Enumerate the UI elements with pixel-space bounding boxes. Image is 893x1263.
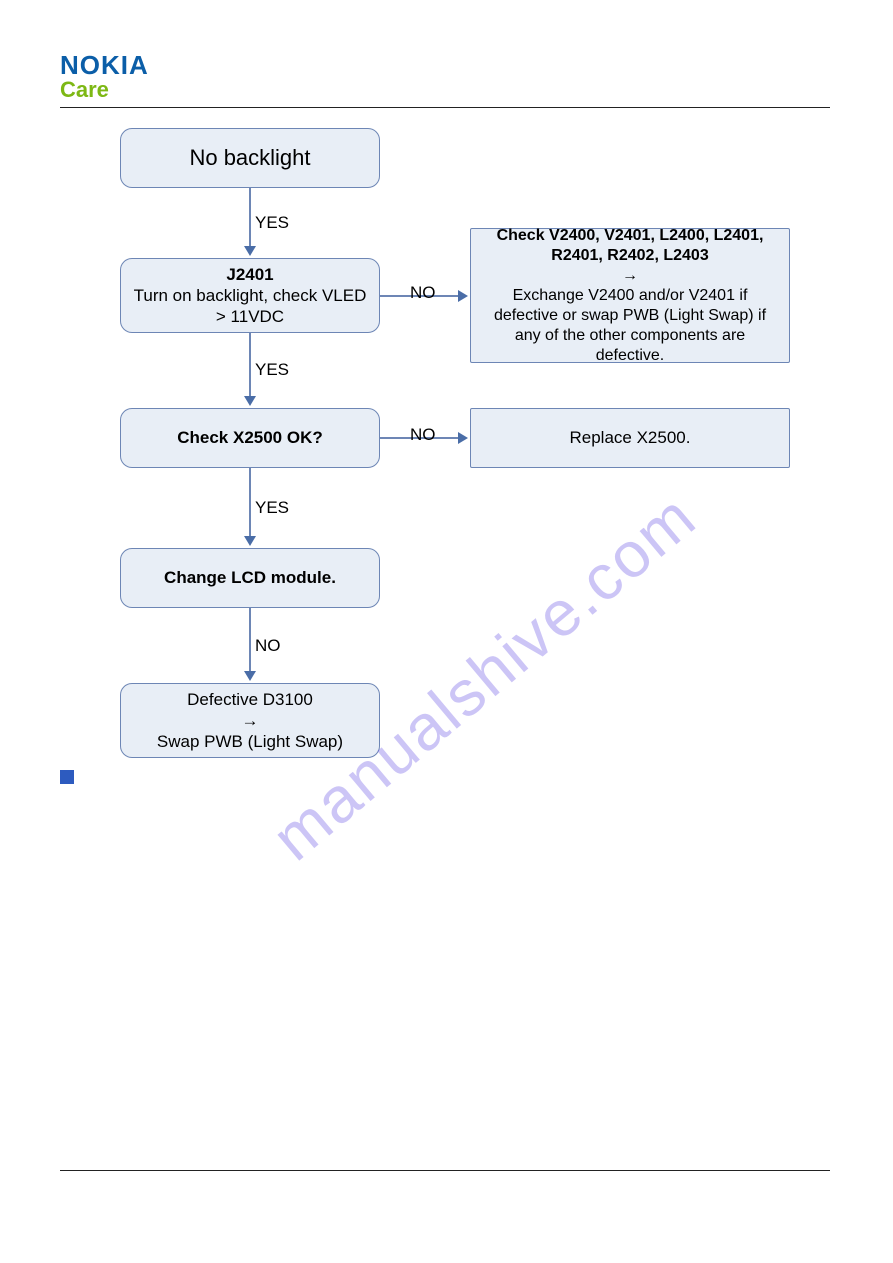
edge xyxy=(249,468,251,538)
flowchart: No backlight J2401 Turn on backlight, ch… xyxy=(100,128,800,828)
arrowhead-icon xyxy=(244,246,256,256)
node-arrow: → xyxy=(242,710,259,731)
node-line2: Swap PWB (Light Swap) xyxy=(157,731,343,752)
edge-label: YES xyxy=(255,360,289,380)
node-x2500-check: Check X2500 OK? xyxy=(120,408,380,468)
node-arrow: → xyxy=(622,266,638,286)
node-defective-d3100: Defective D3100 → Swap PWB (Light Swap) xyxy=(120,683,380,758)
arrowhead-icon xyxy=(458,290,468,302)
node-title: J2401 xyxy=(226,264,273,285)
edge xyxy=(249,333,251,398)
footer-rule xyxy=(60,1170,830,1171)
node-replace-x2500: Replace X2500. xyxy=(470,408,790,468)
edge-label: NO xyxy=(410,283,436,303)
edge-label: YES xyxy=(255,498,289,518)
node-text: Change LCD module. xyxy=(164,567,336,588)
node-check-components: Check V2400, V2401, L2400, L2401, R2401,… xyxy=(470,228,790,363)
node-text: No backlight xyxy=(189,144,310,172)
node-change-lcd: Change LCD module. xyxy=(120,548,380,608)
arrowhead-icon xyxy=(458,432,468,444)
edge-label: NO xyxy=(255,636,281,656)
node-text: Check X2500 OK? xyxy=(177,427,323,448)
arrowhead-icon xyxy=(244,536,256,546)
node-line1: Defective D3100 xyxy=(187,689,313,710)
logo: NOKIA Care xyxy=(60,50,833,103)
node-text: Exchange V2400 and/or V2401 if defective… xyxy=(481,286,779,366)
node-title: Check V2400, V2401, L2400, L2401, R2401,… xyxy=(481,226,779,266)
edge xyxy=(249,608,251,673)
node-j2401: J2401 Turn on backlight, check VLED > 11… xyxy=(120,258,380,333)
header-rule xyxy=(60,107,830,108)
arrowhead-icon xyxy=(244,671,256,681)
node-text: Turn on backlight, check VLED > 11VDC xyxy=(131,285,369,328)
arrowhead-icon xyxy=(244,396,256,406)
node-text: Replace X2500. xyxy=(570,427,691,448)
edge xyxy=(249,188,251,248)
edge-label: NO xyxy=(410,425,436,445)
blue-square-marker xyxy=(60,770,74,784)
node-start: No backlight xyxy=(120,128,380,188)
edge-label: YES xyxy=(255,213,289,233)
brand-care: Care xyxy=(60,77,833,103)
